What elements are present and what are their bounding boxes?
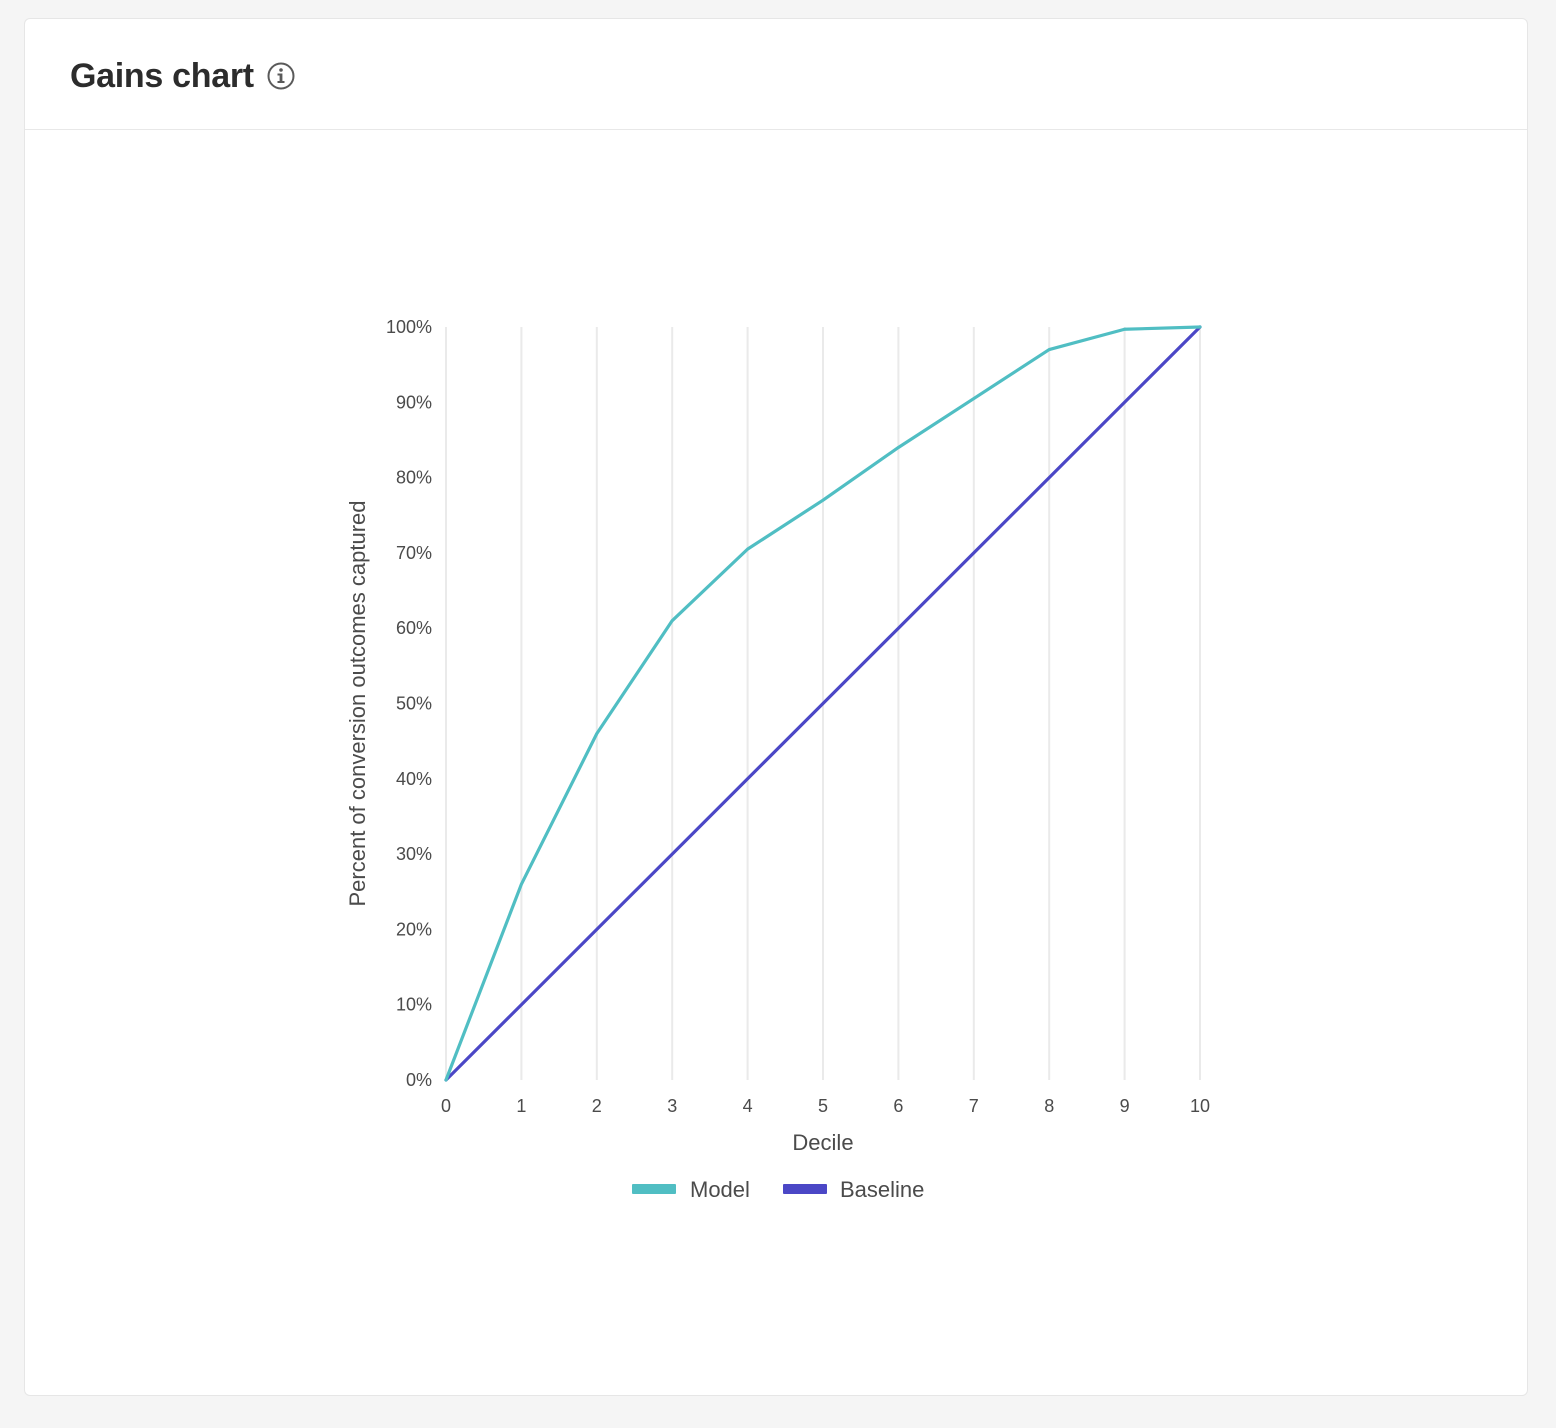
x-axis-ticks: 0 1 2 3 4 5 6 7 8 9 10 [441,1096,1210,1116]
y-tick-label: 30% [396,844,432,864]
x-tick-label: 4 [743,1096,753,1116]
series-line-model [444,325,1202,1082]
y-tick-label: 50% [396,694,432,714]
x-tick-label: 7 [969,1096,979,1116]
x-tick-label: 6 [893,1096,903,1116]
gains-chart-card: Gains chart 0% 10% 20% 30% 40% 50% 60% 70% 80% 90… [24,18,1528,1396]
legend-label-baseline: Baseline [840,1177,924,1202]
y-tick-label: 80% [396,468,432,488]
legend-item-model[interactable]: Model [632,1177,750,1202]
x-tick-label: 5 [818,1096,828,1116]
gains-line-chart: 0% 10% 20% 30% 40% 50% 60% 70% 80% 90% 100% 0 1 2 3 4 5… [345,317,1210,1202]
legend: Model Baseline [632,1177,924,1202]
series-line-baseline [444,325,1202,1082]
y-tick-label: 100% [386,317,432,337]
y-tick-label: 0% [406,1070,432,1090]
legend-item-baseline[interactable]: Baseline [783,1177,924,1202]
card-header: Gains chart [25,19,1527,130]
y-tick-label: 60% [396,618,432,638]
legend-swatch-model [632,1184,676,1194]
x-tick-label: 8 [1044,1096,1054,1116]
x-tick-label: 10 [1190,1096,1210,1116]
legend-swatch-baseline [783,1184,827,1194]
x-tick-label: 3 [667,1096,677,1116]
y-tick-label: 10% [396,995,432,1015]
legend-label-model: Model [690,1177,750,1202]
y-axis-ticks: 0% 10% 20% 30% 40% 50% 60% 70% 80% 90% 100% [386,317,432,1090]
x-axis-title: Decile [792,1130,853,1155]
x-tick-label: 0 [441,1096,451,1116]
x-tick-label: 9 [1120,1096,1130,1116]
card-title: Gains chart [70,57,254,95]
y-tick-label: 40% [396,769,432,789]
y-axis-title: Percent of conversion outcomes captured [345,500,370,906]
info-icon[interactable] [266,61,296,91]
y-tick-label: 90% [396,392,432,412]
y-tick-label: 20% [396,919,432,939]
x-tick-label: 1 [516,1096,526,1116]
x-tick-label: 2 [592,1096,602,1116]
series-lines [444,325,1202,1082]
y-tick-label: 70% [396,543,432,563]
